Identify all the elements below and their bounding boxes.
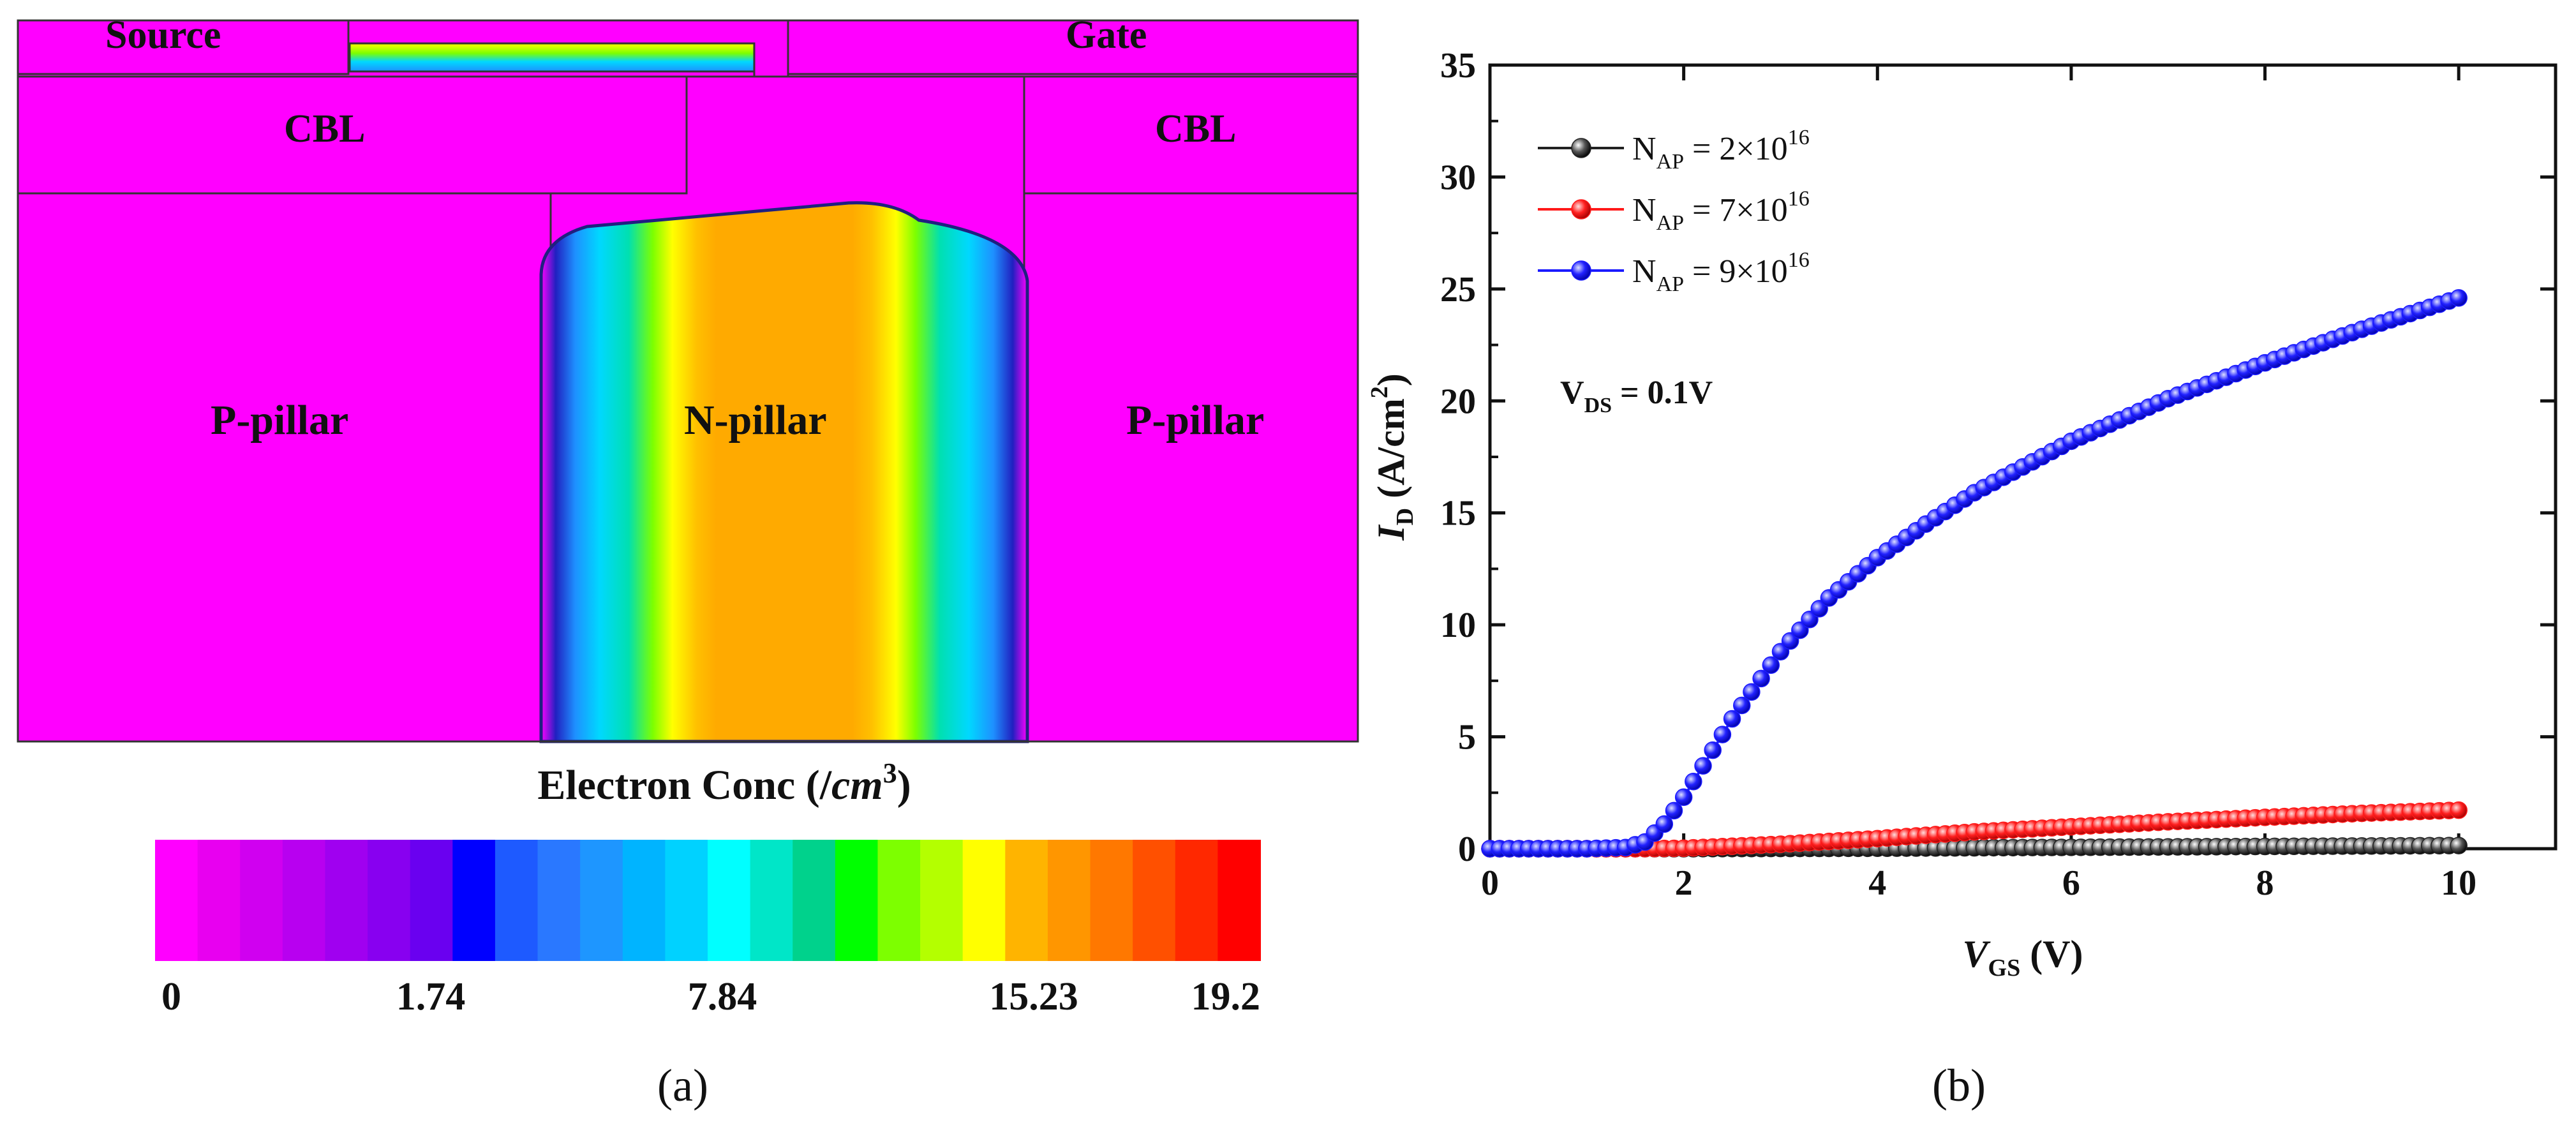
data-point	[1762, 656, 1780, 674]
label-p-pillar-left: P-pillar	[211, 397, 348, 443]
y-tick-label: 35	[1440, 46, 1476, 86]
colorbar-swatch	[877, 840, 921, 961]
x-tick-label: 6	[2062, 863, 2080, 903]
x-tick-label: 4	[1868, 863, 1886, 903]
colorbar-swatch	[410, 840, 454, 961]
colorbar-tick-label: 19.2	[1191, 975, 1261, 1018]
y-tick-label: 0	[1458, 830, 1476, 869]
x-tick-label: 0	[1481, 863, 1499, 903]
colorbar-swatch	[793, 840, 836, 961]
label-source: Source	[105, 13, 221, 57]
device-outline	[17, 19, 1359, 743]
colorbar-tick-labels: 0 1.74 7.84 15.23 19.2	[161, 975, 1260, 1018]
data-point	[2450, 289, 2468, 307]
n-pillar-region	[539, 201, 1029, 743]
colorbar-swatch	[1133, 840, 1176, 961]
colorbar-swatch	[962, 840, 1006, 961]
colorbar-swatch	[835, 840, 879, 961]
colorbar-tick-label: 0	[161, 975, 181, 1018]
y-tick-label: 25	[1440, 270, 1476, 309]
colorbar	[155, 840, 1261, 961]
colorbar-tick-label: 15.23	[989, 975, 1078, 1018]
label-n-pillar: N-pillar	[684, 397, 827, 443]
plot-frame	[1488, 63, 2557, 851]
colorbar-swatch	[1217, 840, 1261, 961]
data-point	[1752, 669, 1770, 688]
colorbar-swatch	[1047, 840, 1091, 961]
label-gate: Gate	[1066, 13, 1147, 57]
series-layer	[1481, 289, 2468, 858]
caption-a: (a)	[657, 1060, 708, 1111]
colorbar-swatch	[750, 840, 794, 961]
x-tick-label: 10	[2441, 863, 2476, 903]
y-tick-label: 5	[1458, 718, 1476, 757]
data-point	[1694, 757, 1712, 775]
x-tick-label: 2	[1675, 863, 1693, 903]
colorbar-title: Electron Conc (/cm3)	[537, 757, 911, 808]
data-point	[1665, 801, 1683, 820]
cbl-left-region	[17, 75, 688, 195]
cbl-right-region	[1023, 75, 1359, 195]
colorbar-swatch	[1090, 840, 1134, 961]
data-point	[2450, 801, 2468, 819]
x-axis-label: VGS (V)	[1962, 933, 2083, 981]
legend-label: NAP = 7×1016	[1632, 187, 1810, 235]
y-tick-label: 30	[1440, 158, 1476, 197]
colorbar-swatch	[537, 840, 581, 961]
data-point	[1655, 815, 1674, 833]
colorbar-swatch	[240, 840, 283, 961]
colorbar-swatch	[325, 840, 369, 961]
legend-marker	[1571, 260, 1591, 281]
colorbar-swatch	[1175, 840, 1219, 961]
label-cbl-right: CBL	[1155, 107, 1236, 151]
y-axis-label: ID (A/cm2)	[1366, 373, 1418, 540]
data-point	[1723, 710, 1741, 728]
colorbar-tick-label: 7.84	[688, 975, 757, 1018]
colorbar-swatch	[368, 840, 411, 961]
colorbar-swatch	[920, 840, 964, 961]
y-tick-label: 10	[1440, 606, 1476, 645]
legend-label: NAP = 2×1016	[1632, 126, 1810, 174]
data-point	[2450, 837, 2468, 854]
axis-ticks: 0 2 4 6 8 10 0 5 10 15 20 25 30 35	[1440, 46, 2556, 903]
colorbar-swatch	[665, 840, 708, 961]
legend-marker	[1571, 199, 1591, 220]
caption-b: (b)	[1932, 1060, 1986, 1111]
label-cbl-left: CBL	[284, 107, 365, 151]
legend-marker	[1571, 138, 1591, 158]
colorbar-tick-label: 1.74	[396, 975, 466, 1018]
data-point	[1704, 741, 1722, 759]
colorbar-swatch	[452, 840, 496, 961]
data-point	[1713, 726, 1732, 743]
colorbar-swatch	[155, 840, 198, 961]
colorbar-swatch	[495, 840, 539, 961]
colorbar-swatch	[708, 840, 751, 961]
label-p-pillar-right: P-pillar	[1126, 397, 1264, 443]
vds-annotation: VDS = 0.1V	[1560, 375, 1713, 417]
series-3	[1481, 289, 2468, 858]
source-region	[17, 19, 350, 75]
data-point	[1732, 696, 1751, 715]
y-tick-label: 15	[1440, 494, 1476, 533]
x-tick-label: 8	[2256, 863, 2274, 903]
data-point	[1743, 683, 1761, 701]
colorbar-swatch	[282, 840, 326, 961]
y-tick-label: 20	[1440, 382, 1476, 421]
channel-region	[348, 42, 756, 73]
colorbar-swatch	[1005, 840, 1048, 961]
colorbar-swatch	[622, 840, 666, 961]
data-point	[1674, 788, 1693, 807]
legend-label: NAP = 9×1016	[1632, 248, 1810, 296]
panel-a-device-cross-section: Source Gate CBL CBL P-pillar N-pillar P-…	[17, 13, 1359, 1111]
data-point	[1685, 772, 1702, 791]
colorbar-swatch	[580, 840, 623, 961]
legend: NAP = 2×1016 NAP = 7×1016 NAP = 9×1016	[1538, 126, 1810, 296]
colorbar-swatch	[197, 840, 241, 961]
